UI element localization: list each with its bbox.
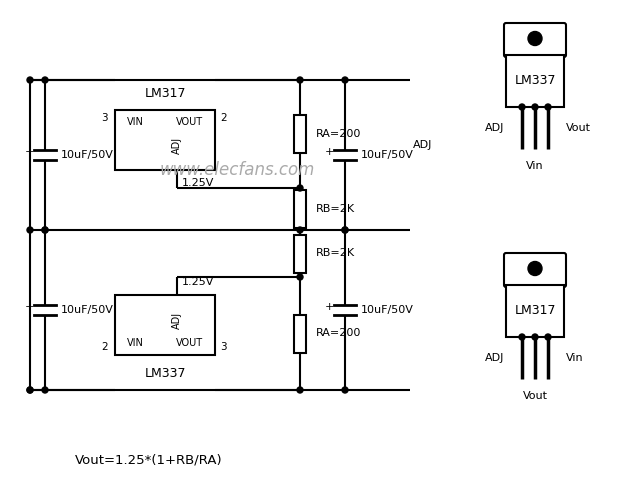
Circle shape (27, 77, 33, 83)
Text: ADJ: ADJ (172, 137, 182, 153)
Circle shape (42, 77, 48, 83)
Text: +: + (24, 302, 34, 312)
Circle shape (27, 387, 33, 393)
Circle shape (545, 334, 551, 340)
Circle shape (545, 104, 551, 110)
Circle shape (42, 227, 48, 233)
Text: 1.25V: 1.25V (182, 178, 214, 188)
Circle shape (297, 387, 303, 393)
Text: ADJ: ADJ (172, 312, 182, 328)
Text: LM317: LM317 (144, 87, 186, 100)
Text: 2: 2 (101, 342, 108, 352)
Circle shape (342, 227, 348, 233)
Bar (506, 285, 564, 337)
Circle shape (297, 185, 303, 191)
FancyBboxPatch shape (504, 23, 566, 57)
Text: RB=2K: RB=2K (316, 204, 355, 214)
Bar (506, 55, 564, 107)
Text: RA=200: RA=200 (316, 129, 361, 139)
Text: 10uF/50V: 10uF/50V (361, 305, 414, 315)
Circle shape (342, 227, 348, 233)
Text: 10uF/50V: 10uF/50V (361, 150, 414, 160)
Circle shape (42, 387, 48, 393)
Text: 3: 3 (220, 342, 227, 352)
Text: 3: 3 (101, 113, 108, 123)
Text: Vout: Vout (522, 391, 548, 401)
Text: RB=2K: RB=2K (316, 248, 355, 258)
Text: 2: 2 (220, 113, 227, 123)
Circle shape (532, 104, 538, 110)
Text: VOUT: VOUT (176, 338, 203, 348)
Text: ADJ: ADJ (484, 353, 504, 363)
Circle shape (297, 227, 303, 233)
Text: 10uF/50V: 10uF/50V (61, 150, 114, 160)
Text: LM337: LM337 (514, 74, 556, 87)
Bar (294, 315, 306, 352)
Circle shape (342, 387, 348, 393)
Text: RA=200: RA=200 (316, 328, 361, 339)
FancyBboxPatch shape (504, 253, 566, 287)
Bar (294, 115, 306, 153)
Circle shape (519, 104, 525, 110)
Text: Vout=1.25*(1+RB/RA): Vout=1.25*(1+RB/RA) (75, 454, 222, 466)
Circle shape (27, 227, 33, 233)
Text: VIN: VIN (127, 117, 144, 127)
Text: LM317: LM317 (514, 305, 556, 317)
Circle shape (42, 227, 48, 233)
Circle shape (532, 334, 538, 340)
Circle shape (528, 32, 542, 45)
Circle shape (342, 77, 348, 83)
Text: ADJ: ADJ (484, 123, 504, 133)
Text: VIN: VIN (127, 338, 144, 348)
Text: www.elecfans.com: www.elecfans.com (160, 161, 316, 179)
Bar (115, 295, 215, 355)
Circle shape (297, 274, 303, 280)
Text: 10uF/50V: 10uF/50V (61, 305, 114, 315)
Circle shape (528, 261, 542, 276)
Bar (294, 190, 306, 228)
Text: ADJ: ADJ (413, 140, 432, 150)
Bar (115, 110, 215, 170)
Text: LM337: LM337 (144, 367, 186, 380)
Text: +: + (324, 302, 334, 312)
Text: VOUT: VOUT (176, 117, 203, 127)
Circle shape (519, 334, 525, 340)
Circle shape (297, 77, 303, 83)
Circle shape (27, 387, 33, 393)
Text: Vout: Vout (566, 123, 591, 133)
Text: +: + (24, 147, 34, 157)
Text: Vin: Vin (566, 353, 584, 363)
Bar (294, 235, 306, 273)
Text: Vin: Vin (526, 161, 544, 171)
Text: 1.25V: 1.25V (182, 277, 214, 287)
Text: +: + (324, 147, 334, 157)
